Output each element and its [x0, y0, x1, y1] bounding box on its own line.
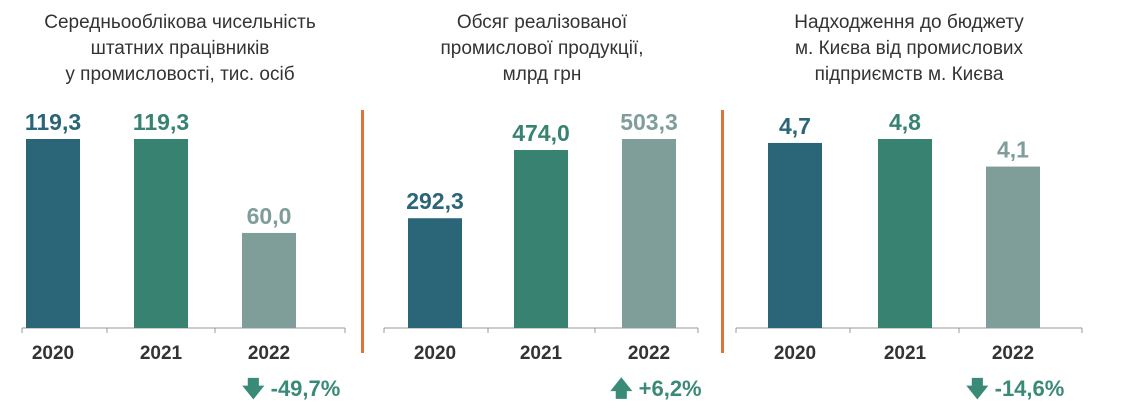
bar-2020 [408, 218, 462, 328]
x-tick-label: 2021 [884, 343, 927, 364]
bar-2022 [242, 232, 296, 328]
x-tick-label: 2020 [774, 343, 816, 364]
change-indicator: 🡅 +6,2% [610, 372, 702, 410]
change-indicator: 🡇 -49,7% [242, 372, 340, 410]
bar-chart-employees: 119,3 2020 119,3 2021 60,0 2022 [21, 109, 346, 364]
x-tick-label: 2021 [140, 343, 183, 364]
chart-title: Обсяг реалізованої промислової продукції… [440, 12, 644, 85]
data-label: 503,3 [620, 109, 678, 135]
x-tick-label: 2022 [628, 343, 670, 364]
data-label: 4,7 [779, 113, 811, 139]
bar-chart-sales: 292,3 2020 474,0 2021 503,3 2022 [383, 109, 699, 364]
bar-2021 [134, 139, 188, 328]
x-tick-label: 2020 [414, 343, 456, 364]
data-label: 60,0 [247, 203, 292, 229]
data-label: 4,1 [997, 137, 1029, 163]
bar-2022 [622, 139, 676, 328]
data-label: 4,8 [889, 109, 921, 135]
x-tick-label: 2022 [248, 343, 290, 364]
x-tick-label: 2021 [520, 343, 563, 364]
data-label: 474,0 [512, 120, 570, 146]
arrow-down-icon: 🡇 [966, 376, 989, 401]
bar-2022 [986, 166, 1040, 328]
x-tick-label: 2022 [992, 343, 1034, 364]
bar-2021 [878, 139, 932, 328]
change-value: -14,6% [994, 376, 1065, 401]
data-label: 119,3 [133, 109, 189, 135]
chart-title: Середньооблікова чисельність штатних пра… [44, 12, 316, 85]
chart-panel-budget: Надходження до бюджету м. Києва від пром… [724, 0, 1094, 413]
bar-chart-budget: 4,7 2020 4,8 2021 4,1 2022 [735, 109, 1083, 364]
chart-title: Надходження до бюджету м. Києва від пром… [794, 12, 1024, 85]
chart-panel-sales: Обсяг реалізованої промислової продукції… [364, 0, 720, 413]
change-value: +6,2% [638, 376, 702, 401]
arrow-down-icon: 🡇 [242, 376, 265, 401]
bar-2020 [768, 142, 822, 328]
arrow-up-icon: 🡅 [610, 376, 633, 401]
panel-divider [361, 110, 364, 353]
data-label: 119,3 [25, 109, 81, 135]
x-tick-label: 2020 [32, 343, 74, 364]
change-indicator: 🡇 -14,6% [966, 372, 1064, 410]
chart-panel-employees: Середньооблікова чисельність штатних пра… [0, 0, 360, 413]
bar-2020 [26, 139, 80, 328]
bar-2021 [514, 150, 568, 328]
panel-divider [721, 110, 724, 353]
data-label: 292,3 [406, 188, 464, 214]
change-value: -49,7% [270, 376, 341, 401]
